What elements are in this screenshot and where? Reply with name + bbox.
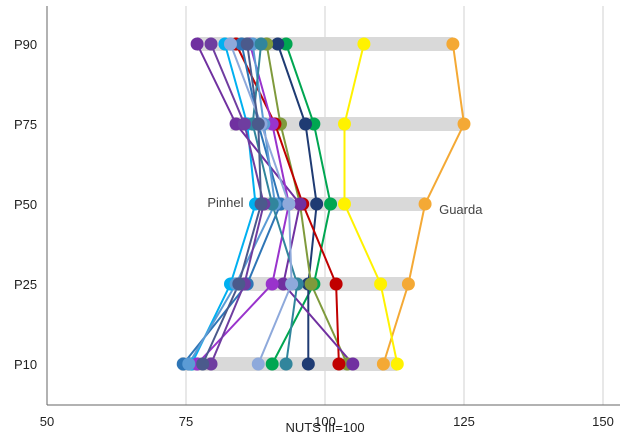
data-point	[252, 118, 265, 131]
x-axis-title: NUTS III=100	[285, 420, 364, 435]
data-point	[255, 198, 268, 211]
data-point	[310, 198, 323, 211]
annotation-label: Pinhel	[207, 195, 243, 210]
y-tick-label: P90	[14, 37, 37, 52]
data-point	[299, 118, 312, 131]
x-tick-label: 75	[179, 414, 193, 429]
data-point	[338, 198, 351, 211]
y-tick-label: P50	[14, 197, 37, 212]
x-tick-label: 50	[40, 414, 54, 429]
data-point	[293, 198, 306, 211]
data-point	[446, 38, 459, 51]
data-point	[357, 38, 370, 51]
data-point	[205, 38, 218, 51]
data-point	[191, 38, 204, 51]
data-point	[241, 38, 254, 51]
data-point	[266, 358, 279, 371]
data-point	[271, 38, 284, 51]
data-point	[305, 278, 318, 291]
data-point	[238, 118, 251, 131]
data-point	[266, 278, 279, 291]
y-tick-label: P25	[14, 277, 37, 292]
data-point	[338, 118, 351, 131]
data-point	[182, 358, 195, 371]
data-point	[402, 278, 415, 291]
data-point	[391, 358, 404, 371]
x-tick-label: 125	[453, 414, 475, 429]
data-point	[377, 358, 390, 371]
data-point	[282, 198, 295, 211]
data-point	[255, 38, 268, 51]
data-point	[419, 198, 432, 211]
data-point	[302, 358, 315, 371]
data-point	[330, 278, 343, 291]
x-tick-label: 150	[592, 414, 614, 429]
data-point	[224, 38, 237, 51]
y-tick-labels: P90 P75 P50 P25 P10	[14, 37, 37, 372]
annotation-label: Guarda	[439, 202, 483, 217]
data-point	[196, 358, 209, 371]
data-point	[332, 358, 345, 371]
y-tick-label: P10	[14, 357, 37, 372]
data-point	[285, 278, 298, 291]
y-tick-label: P75	[14, 117, 37, 132]
data-point	[346, 358, 359, 371]
data-point	[280, 358, 293, 371]
data-point	[458, 118, 471, 131]
data-point	[374, 278, 387, 291]
data-point	[324, 198, 337, 211]
data-point	[232, 278, 245, 291]
data-point	[252, 358, 265, 371]
